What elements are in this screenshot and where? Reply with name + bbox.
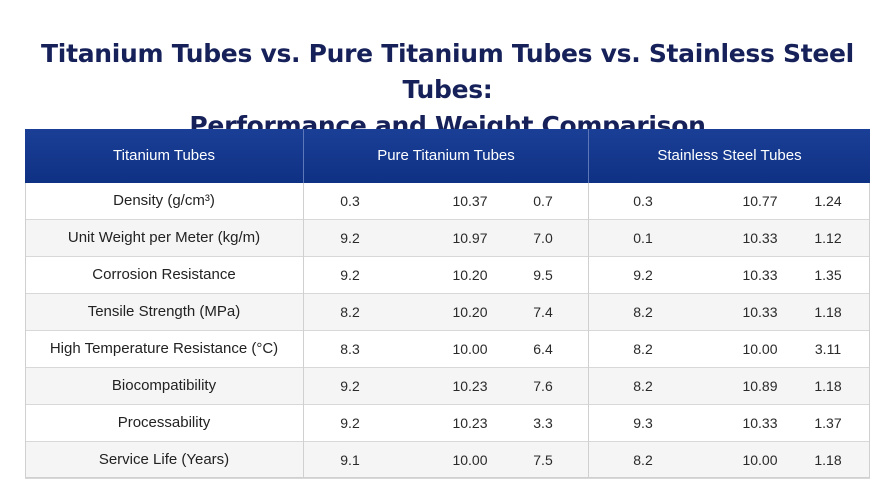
table-border-right	[869, 183, 870, 478]
table-border-left	[25, 183, 26, 478]
row-value: 10.00	[742, 341, 778, 357]
row-value: 0.1	[633, 230, 653, 246]
column-divider	[588, 183, 589, 478]
row-value: 10.00	[452, 341, 488, 357]
row-value: 10.37	[452, 193, 488, 209]
row-value: 10.33	[742, 304, 778, 320]
row-value: 9.2	[340, 415, 360, 431]
row-value: 6.4	[533, 341, 553, 357]
row-label: Biocompatibility	[111, 377, 217, 394]
table-row: Unit Weight per Meter (kg/m) 9.2 10.97 7.0 0…	[25, 220, 870, 257]
row-value: 0.3	[633, 193, 653, 209]
header-pure-titanium-tubes: Pure Titanium Tubes	[377, 147, 515, 164]
header-stainless-steel-tubes: Stainless Steel Tubes	[657, 147, 802, 164]
row-value: 7.4	[533, 304, 553, 320]
title-line-1: Titanium Tubes vs. Pure Titanium Tubes v…	[41, 39, 854, 104]
row-value: 1.18	[814, 378, 842, 394]
row-value: 3.11	[814, 341, 842, 357]
row-value: 0.7	[533, 193, 553, 209]
column-divider	[303, 183, 304, 478]
row-value: 9.2	[340, 378, 360, 394]
row-value: 9.2	[633, 267, 653, 283]
row-label: Tensile Strength (MPa)	[87, 303, 241, 320]
row-value: 10.33	[742, 415, 778, 431]
table-row: Processability 9.2 10.23 3.3 9.3 10.33 1.37	[25, 405, 870, 442]
table-row: Density (g/cm³) 0.3 10.37 0.7 0.3 10.77 1.24	[25, 183, 870, 220]
header-divider	[303, 129, 304, 183]
row-value: 9.1	[340, 452, 360, 468]
table-row: Service Life (Years) 9.1 10.00 7.5 8.2 10.00 1…	[25, 442, 870, 479]
table-row: Tensile Strength (MPa) 8.2 10.20 7.4 8.2 10.3…	[25, 294, 870, 331]
row-value: 8.2	[633, 452, 653, 468]
row-value: 9.2	[340, 230, 360, 246]
table-row: High Temperature Resistance (°C) 8.3 10.00…	[25, 331, 870, 368]
row-value: 10.00	[452, 452, 488, 468]
row-value: 1.12	[814, 230, 842, 246]
row-value: 8.3	[340, 341, 360, 357]
table-border-bottom	[25, 477, 870, 478]
table-header: Titanium Tubes Pure Titanium Tubes Stain…	[25, 129, 870, 183]
row-value: 10.20	[452, 267, 488, 283]
row-value: 10.00	[742, 452, 778, 468]
row-value: 10.20	[452, 304, 488, 320]
header-divider	[588, 129, 589, 183]
row-value: 10.97	[452, 230, 488, 246]
row-value: 1.37	[814, 415, 842, 431]
row-value: 9.2	[340, 267, 360, 283]
row-label: Corrosion Resistance	[92, 266, 236, 283]
row-value: 10.23	[452, 415, 488, 431]
row-value: 3.3	[533, 415, 553, 431]
row-value: 10.33	[742, 267, 778, 283]
row-value: 8.2	[340, 304, 360, 320]
row-value: 10.89	[742, 378, 778, 394]
row-value: 7.5	[533, 452, 553, 468]
row-value: 9.5	[533, 267, 553, 283]
row-value: 0.3	[340, 193, 360, 209]
row-value: 9.3	[633, 415, 653, 431]
row-value: 10.23	[452, 378, 488, 394]
row-value: 8.2	[633, 304, 653, 320]
row-value: 8.2	[633, 341, 653, 357]
row-value: 10.33	[742, 230, 778, 246]
row-value: 1.35	[814, 267, 842, 283]
comparison-table: Titanium Tubes Pure Titanium Tubes Stain…	[25, 129, 870, 479]
table-row: Biocompatibility 9.2 10.23 7.6 8.2 10.89 1.18	[25, 368, 870, 405]
row-value: 8.2	[633, 378, 653, 394]
table-row: Corrosion Resistance 9.2 10.20 9.5 9.2 10.33 1…	[25, 257, 870, 294]
row-value: 1.24	[814, 193, 842, 209]
row-value: 7.6	[533, 378, 553, 394]
row-label: Unit Weight per Meter (kg/m)	[67, 229, 261, 246]
row-value: 10.77	[742, 193, 778, 209]
row-value: 7.0	[533, 230, 553, 246]
header-titanium-tubes: Titanium Tubes	[113, 147, 215, 164]
row-label: Processability	[117, 414, 211, 431]
row-label: High Temperature Resistance (°C)	[49, 340, 279, 357]
row-label: Service Life (Years)	[98, 451, 230, 468]
row-value: 1.18	[814, 304, 842, 320]
row-value: 1.18	[814, 452, 842, 468]
row-label: Density (g/cm³)	[113, 192, 215, 209]
page-title: Titanium Tubes vs. Pure Titanium Tubes v…	[0, 36, 895, 144]
